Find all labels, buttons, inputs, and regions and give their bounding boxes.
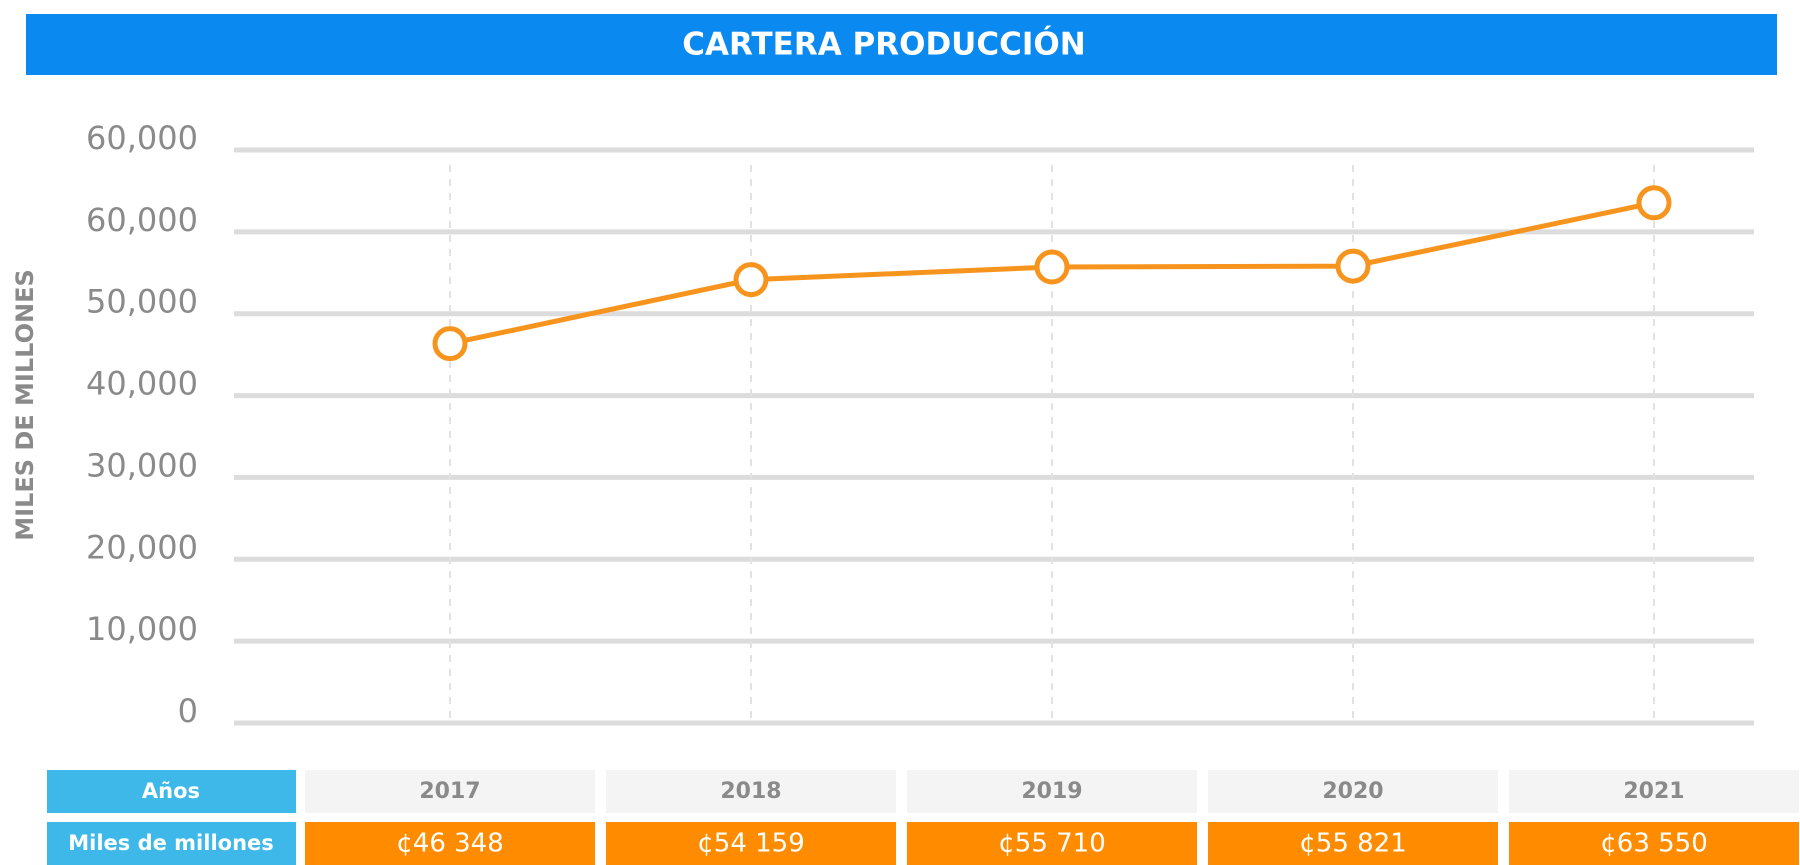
table-value-cell (1208, 822, 1498, 865)
marker (432, 326, 468, 362)
table-year: 2019 (1021, 779, 1082, 804)
y-axis-label: MILES DE MILLONES (11, 269, 39, 541)
table-year: 2021 (1623, 779, 1684, 804)
table-value: ¢54 159 (697, 829, 805, 859)
title-bar (26, 14, 1777, 75)
table-year-cell (1509, 770, 1799, 813)
table-header: Miles de millones (68, 831, 274, 855)
table-value: ¢63 550 (1600, 829, 1708, 859)
y-tick-label: 60,000 (86, 201, 198, 239)
marker (1034, 249, 1070, 285)
table-year: 2018 (720, 779, 781, 804)
marker (733, 262, 769, 298)
table-value: ¢55 710 (998, 829, 1106, 859)
y-tick-label: 40,000 (86, 365, 198, 403)
table-value: ¢55 821 (1299, 829, 1407, 859)
table-year: 2020 (1322, 779, 1383, 804)
table-year-cell (1208, 770, 1498, 813)
table-header-cell (47, 770, 296, 813)
table-header-cell (47, 822, 296, 865)
table-value: ¢46 348 (396, 829, 504, 859)
table-value-cell (606, 822, 896, 865)
table-year-cell (907, 770, 1197, 813)
marker (1335, 248, 1371, 284)
y-tick-label: 10,000 (86, 610, 198, 648)
chart-title: CARTERA PRODUCCIÓN (682, 26, 1085, 63)
y-tick-label: 30,000 (86, 446, 198, 484)
y-tick-label: 60,000 (86, 119, 198, 157)
table-year: 2017 (419, 779, 480, 804)
table-value-cell (1509, 822, 1799, 865)
table-year-cell (606, 770, 896, 813)
y-tick-label: 50,000 (86, 283, 198, 321)
marker (1636, 185, 1672, 221)
table-value-cell (907, 822, 1197, 865)
y-tick-label: 20,000 (86, 528, 198, 566)
table-year-cell (305, 770, 595, 813)
y-tick-label: 0 (178, 692, 198, 730)
table-header: Años (142, 779, 200, 803)
table-value-cell (305, 822, 595, 865)
